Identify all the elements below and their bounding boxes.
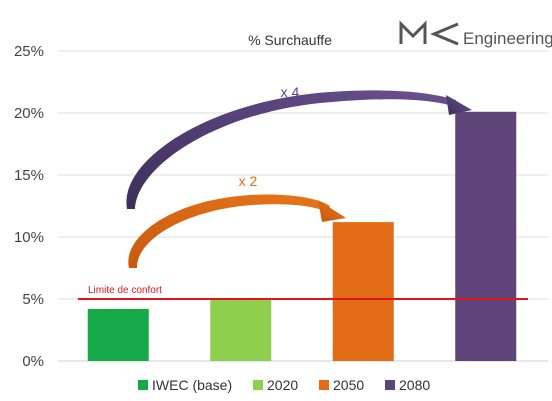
bar-2050 [332, 222, 394, 361]
arrow-head [446, 95, 472, 115]
arrow-x2: x 2 [128, 173, 346, 268]
legend-item: IWEC (base) [138, 377, 232, 393]
y-tick-label: 20% [14, 105, 44, 122]
legend-swatch [253, 380, 263, 390]
y-tick-label: 10% [14, 229, 44, 246]
legend-label: 2080 [399, 377, 430, 393]
y-axis-ticks: 0% 5% 10% 15% 20% 25% [14, 43, 44, 370]
bars [87, 111, 517, 361]
legend-label: IWEC (base) [152, 377, 232, 393]
legend-item: 2050 [319, 377, 364, 393]
mk-logo-icon [399, 20, 459, 46]
y-tick-label: 25% [14, 43, 44, 60]
bar-iwec-base [87, 308, 149, 361]
legend-swatch [385, 380, 395, 390]
y-tick-label: 15% [14, 167, 44, 184]
y-tick-label: 0% [22, 353, 44, 370]
comfort-limit: Limite de confort [78, 285, 528, 300]
legend: IWEC (base) 2020 2050 2080 [138, 377, 430, 393]
arrow-label: x 4 [281, 84, 300, 100]
arrow-label: x 2 [239, 173, 258, 189]
bar-2020 [210, 299, 272, 361]
comfort-limit-label: Limite de confort [88, 285, 162, 296]
legend-item: 2020 [253, 377, 298, 393]
logo: Engineering [399, 20, 552, 48]
arrow-curve [126, 90, 456, 209]
bar-2080 [455, 111, 517, 361]
arrow-curve [128, 194, 330, 268]
legend-label: 2020 [267, 377, 298, 393]
y-tick-label: 5% [22, 291, 44, 308]
logo-text: Engineering [463, 29, 552, 48]
legend-item: 2080 [385, 377, 430, 393]
growth-arrows: x 2 x 4 [126, 84, 472, 268]
chart-title: % Surchauffe [248, 32, 332, 48]
legend-label: 2050 [333, 377, 364, 393]
arrow-x4: x 4 [126, 84, 472, 209]
arrow-head [318, 200, 346, 222]
legend-swatch [319, 380, 329, 390]
legend-swatch [138, 380, 148, 390]
